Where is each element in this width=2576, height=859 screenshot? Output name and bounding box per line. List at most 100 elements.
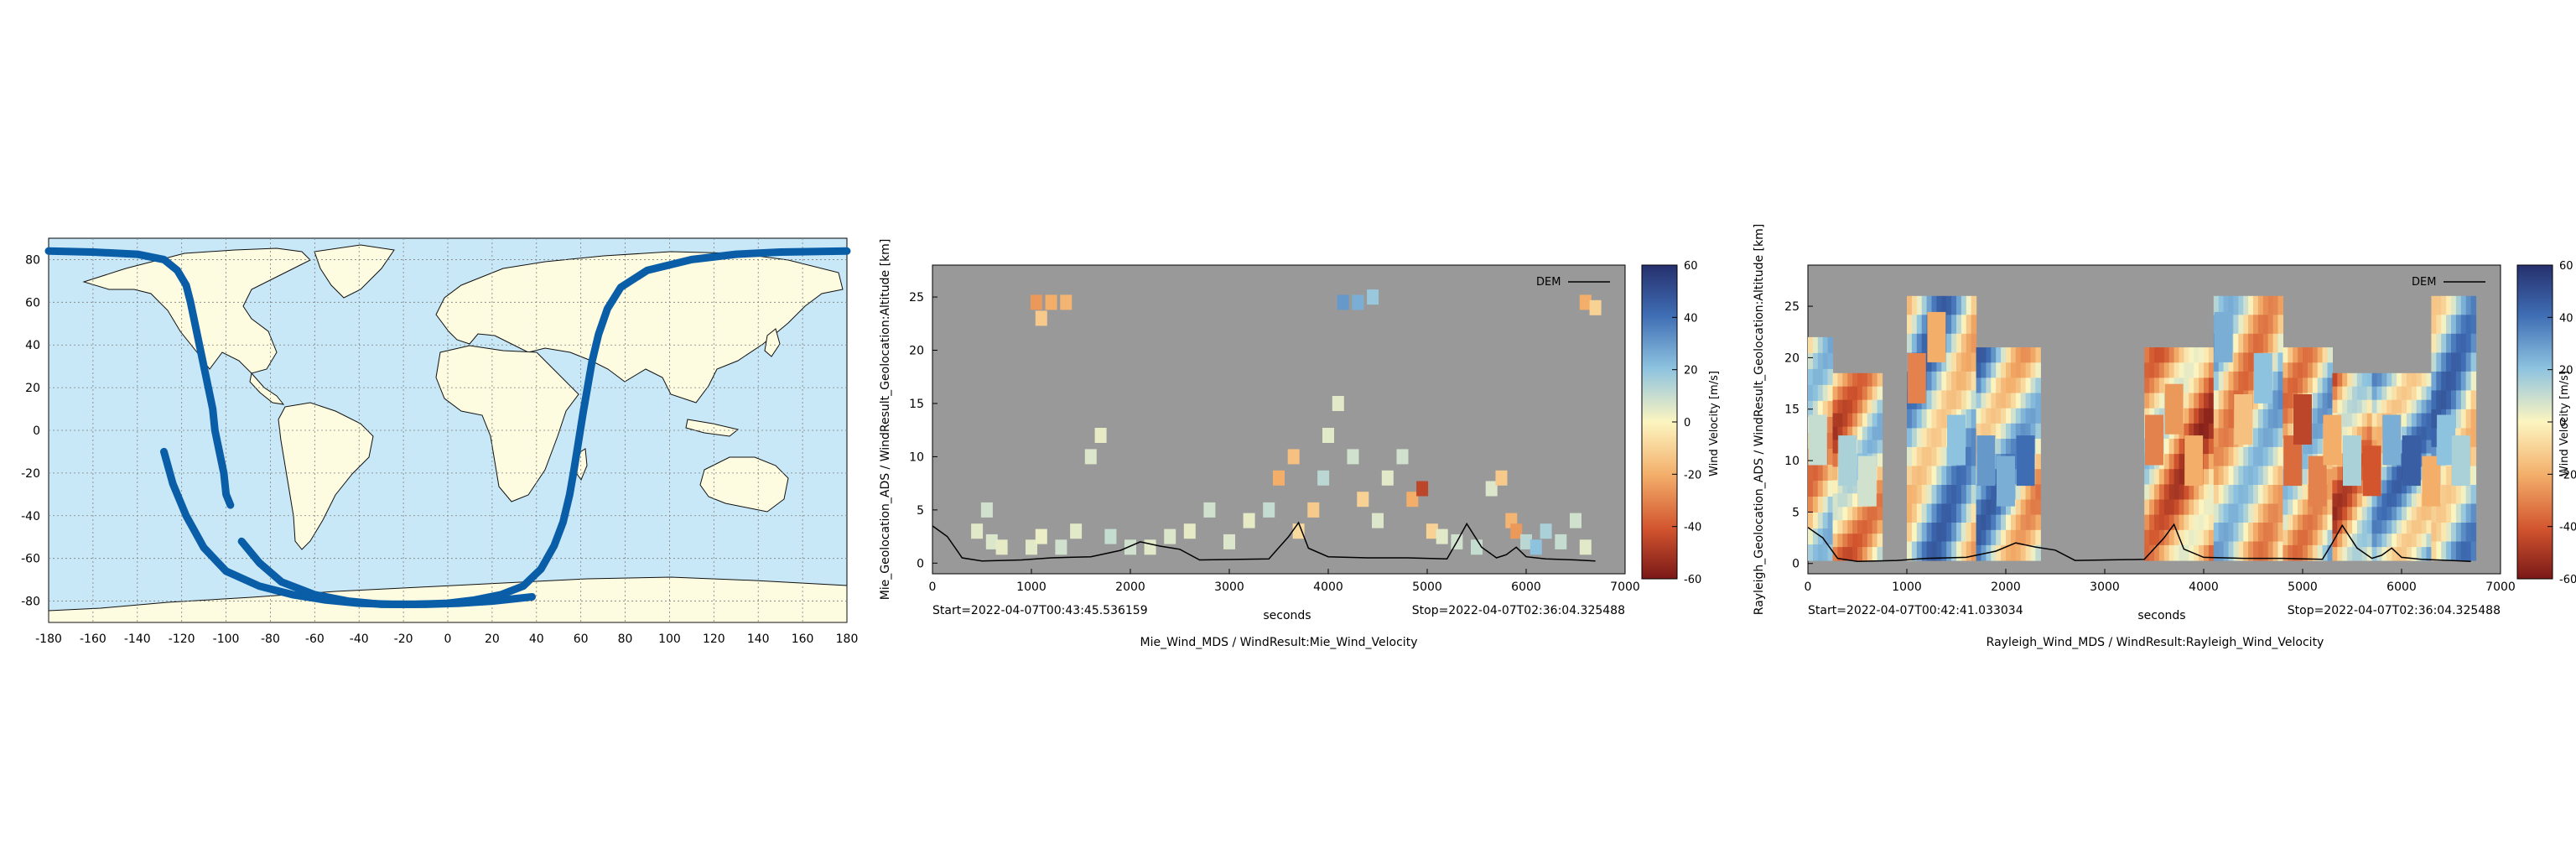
ray-wind-cell bbox=[2144, 499, 2150, 516]
ray-wind-cell bbox=[2154, 347, 2160, 363]
ray-wind-cell bbox=[1872, 386, 1878, 401]
ray-wind-cell bbox=[1971, 390, 1977, 410]
ray-wind-cell bbox=[1926, 446, 1933, 466]
ray-wind-cell bbox=[1941, 390, 1947, 410]
ray-wind-cell bbox=[2352, 413, 2358, 428]
ray-wind-cell bbox=[1822, 400, 1829, 418]
ray-wind-cell bbox=[2233, 523, 2239, 543]
ray-wind-cell bbox=[2267, 541, 2274, 561]
ray-wind-cell bbox=[2035, 454, 2041, 470]
ray-wind-cell bbox=[1966, 333, 1972, 353]
ray-wind-cell bbox=[2465, 371, 2472, 391]
ray-wind-cell bbox=[1872, 372, 1878, 388]
ray-wind-cell bbox=[2347, 534, 2353, 548]
ray-wind-cell bbox=[1946, 295, 1952, 315]
ray-wind-cell bbox=[2371, 413, 2378, 428]
ray-wind-cell bbox=[2208, 544, 2215, 561]
ray-wind-cell bbox=[2035, 393, 2041, 409]
ray-wind-cell bbox=[1862, 534, 1868, 548]
mie-wind-cell bbox=[985, 534, 998, 549]
mie-wind-cell bbox=[1035, 310, 1047, 326]
ground-track-segment bbox=[237, 247, 851, 608]
ray-wind-cell bbox=[1971, 485, 1977, 505]
ray-wind-cell bbox=[1907, 446, 1913, 466]
ray-wind-cell bbox=[2446, 541, 2452, 561]
ray-wind-cell bbox=[2253, 428, 2259, 448]
ray-wind-cell bbox=[2218, 541, 2225, 561]
ray-wind-cell bbox=[1808, 544, 1814, 561]
ray-wind-cell bbox=[1907, 466, 1913, 486]
ray-wind-cell bbox=[2025, 544, 2032, 561]
ray-wind-cell bbox=[1838, 435, 1857, 487]
ray-wind-cell bbox=[2416, 386, 2423, 401]
ray-wind-cell bbox=[2460, 409, 2467, 429]
map-x-tick: -20 bbox=[394, 633, 413, 646]
ray-wind-cell bbox=[1971, 315, 1977, 335]
ray-wind-cell bbox=[1976, 514, 1982, 531]
ray-wind-cell bbox=[2381, 520, 2387, 534]
ray-wind-cell bbox=[1961, 523, 1967, 543]
mie-wind-cell bbox=[1045, 294, 1057, 310]
ray-wind-cell bbox=[1812, 352, 1819, 370]
ray-wind-cell bbox=[2307, 362, 2314, 378]
ray-wind-cell bbox=[2163, 544, 2170, 561]
mie-wind-cell bbox=[1070, 523, 1083, 539]
mie-x-tick-labels: 0 1000 2000 3000 4000 5000 6000 7000 bbox=[929, 569, 1640, 594]
mie-wind-cell bbox=[1124, 539, 1136, 555]
ray-wind-cell bbox=[2356, 507, 2363, 521]
ray-wind-cell bbox=[2184, 499, 2189, 516]
ray-wind-cell bbox=[2204, 454, 2210, 470]
ray-wind-cell bbox=[1986, 423, 1992, 440]
ray-wind-cell bbox=[1961, 466, 1967, 486]
ray-wind-cell bbox=[1941, 371, 1947, 391]
ray-wind-cell bbox=[2322, 544, 2329, 561]
map-y-tick: -80 bbox=[21, 596, 40, 609]
ray-wind-cell bbox=[2194, 499, 2199, 516]
ray-wind-cell bbox=[1877, 413, 1883, 428]
ray-wind-cell bbox=[2154, 499, 2160, 516]
ray-wind-cell bbox=[1837, 493, 1843, 508]
ray-wind-cell bbox=[2303, 529, 2309, 546]
ray-wind-cell bbox=[2001, 377, 2007, 394]
ray-wind-cell bbox=[2465, 541, 2472, 561]
ray-x-tick: 1000 bbox=[1892, 580, 1922, 594]
ray-wind-cell bbox=[1921, 295, 1928, 315]
ray-wind-cell bbox=[2323, 414, 2342, 466]
ray-wind-cell bbox=[1867, 507, 1873, 521]
ray-wind-cell bbox=[2020, 362, 2027, 378]
rayleigh-colorbar: 60 40 20 0 -20 -40 -60 Wind Velocity [m/s] bbox=[2516, 260, 2576, 586]
ray-wind-cell bbox=[2168, 514, 2175, 531]
ray-wind-cell bbox=[2213, 446, 2220, 466]
ray-wind-cell bbox=[2035, 529, 2041, 546]
ray-wind-cell bbox=[2025, 529, 2032, 546]
ray-wind-cell bbox=[1926, 295, 1933, 315]
ray-wind-cell bbox=[1991, 514, 1997, 531]
ray-wind-cell bbox=[2371, 386, 2378, 401]
ray-wind-cell bbox=[2406, 399, 2412, 414]
ray-wind-cell bbox=[2397, 520, 2402, 534]
ray-wind-cell bbox=[2465, 409, 2472, 429]
ray-wind-cell bbox=[2253, 315, 2259, 335]
ray-wind-cell bbox=[2267, 466, 2274, 486]
ray-wind-cell bbox=[2174, 454, 2180, 470]
ray-wind-cell bbox=[2204, 529, 2210, 546]
ray-wind-cell bbox=[1926, 371, 1933, 391]
ray-wind-cell bbox=[2262, 333, 2269, 353]
mie-y-tick: 10 bbox=[909, 450, 924, 464]
map-x-tick: -180 bbox=[35, 633, 62, 646]
ray-wind-cell bbox=[2208, 362, 2215, 378]
ray-wind-cell bbox=[2184, 514, 2189, 531]
ray-wind-cell bbox=[1907, 315, 1913, 335]
ray-wind-cell bbox=[2257, 315, 2264, 335]
ray-wind-cell bbox=[2277, 352, 2283, 372]
ray-wind-cell bbox=[1837, 399, 1843, 414]
ray-wind-cell bbox=[2406, 534, 2412, 548]
ray-wind-cell bbox=[1852, 386, 1858, 401]
ray-wind-cell bbox=[2238, 352, 2244, 372]
ray-wind-cell bbox=[1812, 465, 1819, 482]
ray-wind-cell bbox=[1956, 333, 1962, 353]
ray-wind-cell bbox=[1916, 466, 1923, 486]
ray-wind-cell bbox=[1941, 485, 1947, 505]
ray-wind-cell bbox=[2030, 408, 2036, 424]
